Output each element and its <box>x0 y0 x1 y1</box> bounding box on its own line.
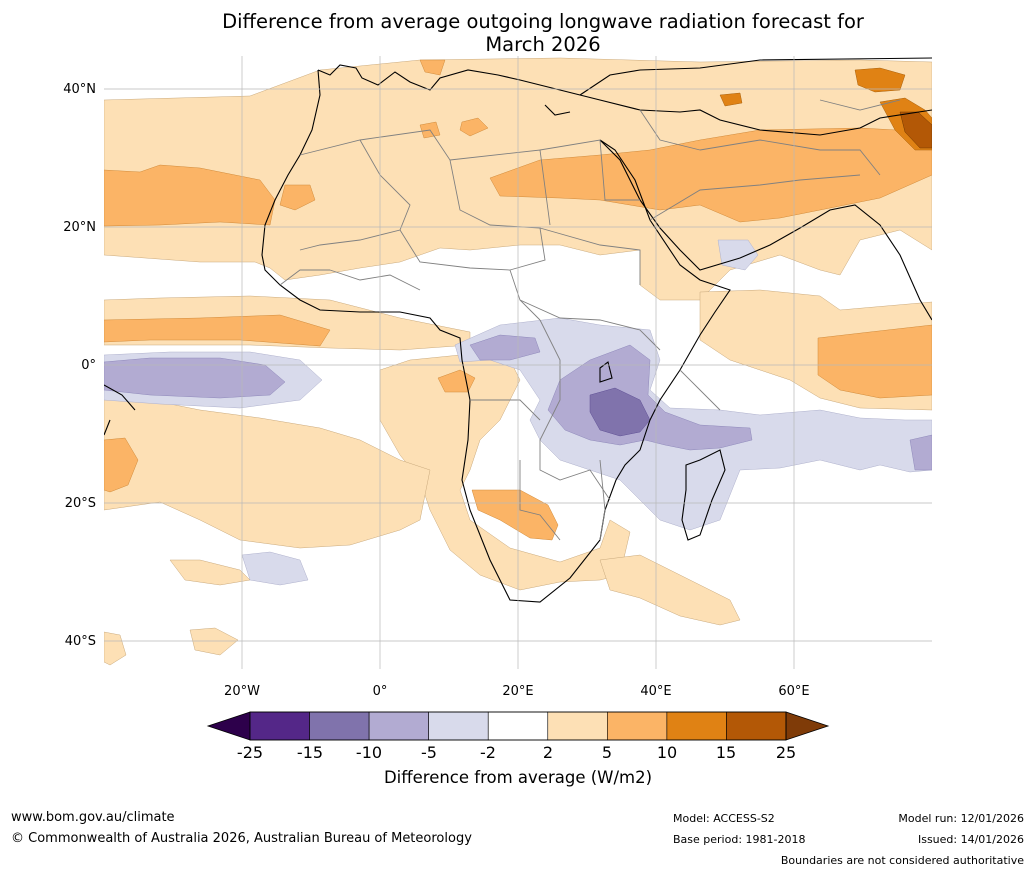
colorbar-segment <box>547 711 608 741</box>
issued-date: Issued: 14/01/2026 <box>917 833 1024 846</box>
lat-label-20n: 20°N <box>63 220 96 235</box>
colorbar-tick: 15 <box>715 743 737 762</box>
colorbar <box>206 711 830 741</box>
copyright-text: © Commonwealth of Australia 2026, Austra… <box>11 831 472 846</box>
lon-label-40e: 40°E <box>640 684 672 699</box>
graticule <box>104 56 932 669</box>
colorbar-segment <box>666 711 727 741</box>
title-line-1: Difference from average outgoing longwav… <box>222 10 864 33</box>
country-borders <box>279 99 901 541</box>
colorbar-tick: 2 <box>542 743 554 762</box>
map-area <box>104 56 932 669</box>
colorbar-segment <box>428 711 489 741</box>
colorbar-tick: -25 <box>236 743 264 762</box>
colorbar-tick: -2 <box>480 743 496 762</box>
model-run-date: Model run: 12/01/2026 <box>898 812 1024 825</box>
boundaries-disclaimer: Boundaries are not considered authoritat… <box>780 854 1024 867</box>
colorbar-segment <box>249 711 310 741</box>
colorbar-tick: 5 <box>601 743 613 762</box>
lat-label-40n: 40°N <box>63 82 96 97</box>
colorbar-segments <box>249 711 787 741</box>
lon-label-20e: 20°E <box>502 684 534 699</box>
chart-title: Difference from average outgoing longwav… <box>104 10 982 56</box>
colorbar-tick: -15 <box>296 743 324 762</box>
colorbar-label: Difference from average (W/m2) <box>383 768 653 787</box>
lon-label-0: 0° <box>372 684 388 699</box>
colorbar-low-extend <box>206 711 251 741</box>
model-name: Model: ACCESS-S2 <box>673 812 775 825</box>
anomaly-5-to-10-fill <box>104 59 932 541</box>
lat-label-0: 0° <box>81 358 96 373</box>
coastline <box>104 57 932 603</box>
colorbar-tick: 10 <box>656 743 678 762</box>
website-link[interactable]: www.bom.gov.au/climate <box>11 810 175 825</box>
colorbar-tick: 25 <box>775 743 797 762</box>
lat-label-20s: 20°S <box>64 496 96 511</box>
colorbar-high-extend <box>785 711 830 741</box>
lon-label-60e: 60°E <box>778 684 810 699</box>
lat-label-40s: 40°S <box>64 634 96 649</box>
colorbar-segment <box>726 711 787 741</box>
colorbar-segment <box>607 711 668 741</box>
base-period: Base period: 1981-2018 <box>673 833 806 846</box>
colorbar-segment <box>309 711 370 741</box>
colorbar-tick: -5 <box>421 743 437 762</box>
colorbar-outline <box>249 711 787 741</box>
colorbar-segment <box>368 711 429 741</box>
anomaly-minus-10-to-minus-15-fill <box>589 387 651 437</box>
lon-label-20w: 20°W <box>224 684 260 699</box>
colorbar-segment <box>487 711 549 741</box>
colorbar-tick: -10 <box>355 743 383 762</box>
title-line-2: March 2026 <box>485 33 601 56</box>
